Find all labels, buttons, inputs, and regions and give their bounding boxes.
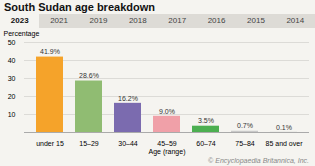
svg-text:15–29: 15–29: [79, 140, 99, 147]
svg-text:28.6%: 28.6%: [79, 72, 99, 79]
html-text:2023: 2023: [10, 16, 29, 25]
svg-text:85 and over: 85 and over: [266, 140, 304, 147]
svg-text:41.9%: 41.9%: [40, 48, 60, 55]
html-text:2016: 2016: [207, 16, 226, 25]
svg-text:9.0%: 9.0%: [159, 108, 175, 115]
svg-text:75–84: 75–84: [235, 140, 255, 147]
svg-text:50: 50: [8, 39, 16, 46]
svg-text:0.7%: 0.7%: [237, 122, 253, 129]
html-text:2017: 2017: [168, 16, 187, 25]
html-text:2014: 2014: [286, 16, 305, 25]
svg-text:60–74: 60–74: [196, 140, 216, 147]
svg-text:0.1%: 0.1%: [276, 124, 292, 131]
svg-text:40: 40: [8, 57, 16, 64]
svg-text:under 15: under 15: [36, 140, 64, 147]
svg-text:45–59: 45–59: [157, 140, 177, 147]
svg-text:30: 30: [8, 75, 16, 82]
svg-text:16.2%: 16.2%: [118, 95, 138, 102]
svg-text:Percentage: Percentage: [4, 30, 40, 38]
svg-text:3.5%: 3.5%: [198, 117, 214, 124]
svg-text:30–44: 30–44: [118, 140, 138, 147]
svg-text:10: 10: [8, 111, 16, 118]
html-text:2019: 2019: [89, 16, 108, 25]
html-text:2015: 2015: [247, 16, 265, 25]
html-text:South Sudan age breakdown: South Sudan age breakdown: [4, 1, 155, 13]
html-text:2018: 2018: [128, 16, 147, 25]
svg-text:20: 20: [8, 93, 16, 100]
svg-text:Age (range): Age (range): [149, 148, 186, 156]
html-text:© Encyclopaedia Britannica, In: © Encyclopaedia Britannica, Inc.: [208, 157, 309, 164]
html-text:2021: 2021: [50, 16, 68, 25]
